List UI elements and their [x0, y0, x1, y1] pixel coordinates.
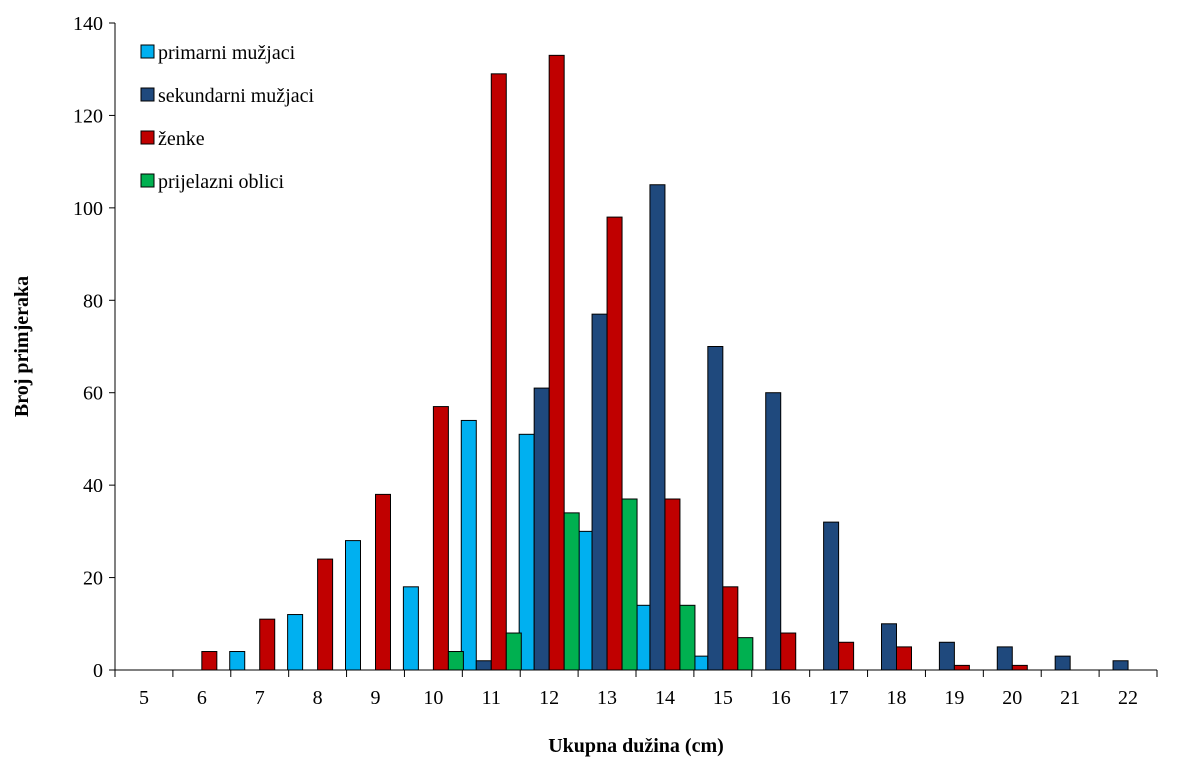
legend-label: ženke	[158, 128, 205, 150]
bar-3-7	[259, 618, 276, 671]
bars	[201, 54, 1129, 671]
bar-1-10	[402, 586, 419, 671]
bar-2-12	[533, 387, 550, 671]
y-tick-label: 100	[73, 198, 103, 220]
legend-swatch	[140, 87, 155, 102]
bar-2-18	[881, 623, 897, 671]
bar-4-11	[505, 632, 522, 671]
x-tick-label: 12	[539, 687, 559, 709]
y-tick-label: 20	[83, 568, 103, 590]
bar-3-9	[375, 493, 391, 671]
bar-2-15	[707, 346, 724, 671]
bar-3-20	[1011, 664, 1028, 671]
bar-2-19	[938, 641, 955, 671]
legend-swatch	[140, 130, 155, 145]
bar-3-18	[896, 646, 912, 671]
bar-3-10	[432, 406, 449, 671]
bar-2-22	[1112, 660, 1129, 671]
x-tick-label: 11	[482, 687, 501, 709]
bar-4-12	[563, 512, 580, 671]
x-tick-label: 9	[371, 687, 381, 709]
bar-1-7	[229, 651, 246, 671]
bar-3-12	[548, 54, 565, 671]
legend-label: sekundarni mužjaci	[158, 85, 314, 107]
y-tick-label: 80	[83, 290, 103, 312]
x-tick-label: 10	[423, 687, 443, 709]
bar-2-20	[996, 646, 1013, 671]
bar-3-6	[201, 651, 218, 671]
x-axis-title: Ukupna dužina (cm)	[548, 735, 724, 757]
bar-2-16	[765, 392, 782, 671]
bar-1-9	[345, 540, 361, 671]
legend: primarni mužjaci sekundarni mužjaci ženke p…	[140, 42, 314, 193]
y-tick-label: 120	[73, 105, 103, 127]
legend-label: primarni mužjaci	[158, 42, 296, 64]
y-axis-ticks: 0 20 40 60 80 100 120 140	[73, 13, 115, 682]
x-tick-label: 16	[771, 687, 791, 709]
y-tick-label: 40	[83, 475, 103, 497]
legend-swatch	[140, 44, 155, 59]
x-tick-label: 15	[713, 687, 733, 709]
y-tick-label: 140	[73, 13, 103, 35]
legend-label: prijelazni oblici	[158, 171, 285, 193]
bar-3-19	[953, 664, 970, 671]
bar-4-13	[621, 498, 638, 671]
bar-1-8	[287, 614, 304, 671]
bar-3-11	[490, 73, 507, 671]
x-tick-label: 7	[255, 687, 265, 709]
x-tick-label: 6	[197, 687, 207, 709]
x-tick-label: 5	[139, 687, 149, 709]
x-tick-label: 21	[1060, 687, 1080, 709]
y-axis-title: Broj primjeraka	[11, 276, 33, 417]
x-tick-label: 14	[655, 687, 675, 709]
y-tick-label: 60	[83, 383, 103, 405]
x-tick-label: 13	[597, 687, 617, 709]
y-tick-label: 0	[93, 660, 103, 682]
bar-3-16	[780, 632, 797, 671]
x-tick-label: 19	[944, 687, 964, 709]
legend-swatch	[140, 173, 155, 188]
x-tick-label: 8	[313, 687, 323, 709]
x-tick-label: 17	[829, 687, 849, 709]
bar-2-21	[1054, 655, 1071, 671]
bar-4-15	[737, 637, 754, 671]
x-tick-label: 20	[1002, 687, 1022, 709]
bar-3-8	[317, 558, 334, 671]
bar-2-13	[591, 313, 608, 671]
bar-3-15	[722, 586, 739, 671]
bar-2-11	[475, 660, 492, 671]
bar-1-11	[460, 419, 477, 671]
x-tick-label: 22	[1118, 687, 1138, 709]
bar-4-14	[679, 604, 696, 671]
x-axis-ticks: 5 6 7 8 9 10 11 12 13 14 15 16 17 18 19 20 21 22	[114, 670, 1158, 709]
bar-3-13	[606, 216, 623, 671]
bar-2-17	[823, 521, 840, 671]
bar-3-14	[664, 498, 681, 671]
bar-2-14	[649, 184, 666, 671]
bar-3-17	[838, 641, 855, 671]
x-tick-label: 18	[887, 687, 907, 709]
bar-4-10	[447, 651, 464, 671]
